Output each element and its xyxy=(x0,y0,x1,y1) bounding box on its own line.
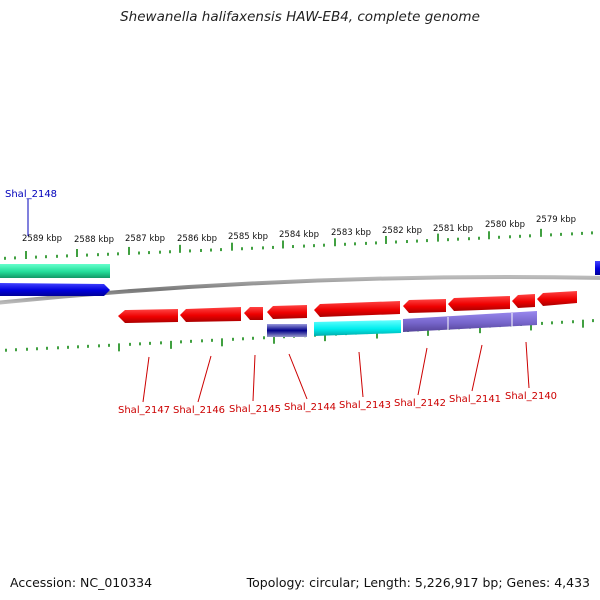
gene-shal-2147-arrow[interactable] xyxy=(118,309,178,323)
feature-purple-block xyxy=(403,311,537,332)
gene-label-shal-2147: Shal_2147 xyxy=(118,405,170,416)
scale-label: 2582 kbp xyxy=(382,226,422,236)
scale-label: 2589 kbp xyxy=(22,234,62,244)
scale-label: 2581 kbp xyxy=(433,224,473,234)
feature-teal-block xyxy=(0,264,110,278)
outer-scale-labels: 2589 kbp 2588 kbp 2587 kbp 2586 kbp 2585… xyxy=(22,215,576,245)
scale-label: 2588 kbp xyxy=(74,235,114,245)
gene-label-shal-2142: Shal_2142 xyxy=(394,398,446,409)
scale-label: 2579 kbp xyxy=(536,215,576,225)
forward-features xyxy=(0,261,600,296)
scale-label: 2586 kbp xyxy=(177,234,217,244)
gene-shal-2145-arrow[interactable] xyxy=(244,307,263,320)
scale-label: 2580 kbp xyxy=(485,220,525,230)
gene-label-shal-2146: Shal_2146 xyxy=(173,405,225,416)
gene-shal-2148-arrow[interactable] xyxy=(0,283,110,296)
gene-label-shal-2148: Shal_2148 xyxy=(5,189,57,200)
gene-shal-2143-arrow[interactable] xyxy=(314,301,400,317)
gene-shal-2141-arrow[interactable] xyxy=(448,296,510,311)
genome-summary-text: Topology: circular; Length: 5,226,917 bp… xyxy=(246,575,590,590)
feature-navy-block xyxy=(267,324,307,337)
reverse-gene-label-group: Shal_2147 Shal_2146 Shal_2145 Shal_2144 … xyxy=(118,341,557,416)
forward-gene-label-group: Shal_2148 xyxy=(5,189,57,236)
gene-shal-2146-arrow[interactable] xyxy=(180,307,241,322)
gene-shal-2142-arrow[interactable] xyxy=(403,299,446,313)
gene-label-shal-2141: Shal_2141 xyxy=(449,394,501,405)
reverse-features xyxy=(118,291,577,337)
accession-text: Accession: NC_010334 xyxy=(10,575,153,590)
gene-shal-2140-arrow[interactable] xyxy=(512,294,535,308)
scale-label: 2585 kbp xyxy=(228,232,268,242)
gene-extra-arrow[interactable] xyxy=(537,291,577,306)
outer-scale xyxy=(4,228,593,260)
feature-cyan-block xyxy=(314,320,401,336)
scale-label: 2583 kbp xyxy=(331,228,371,238)
feature-blue-edge-block xyxy=(595,261,600,275)
scale-label: 2587 kbp xyxy=(125,234,165,244)
gene-label-shal-2145: Shal_2145 xyxy=(229,404,281,415)
genome-title: Shewanella halifaxensis HAW-EB4, complet… xyxy=(120,9,480,25)
gene-label-shal-2143: Shal_2143 xyxy=(339,400,391,411)
gene-shal-2144-arrow[interactable] xyxy=(267,305,307,319)
gene-label-shal-2144: Shal_2144 xyxy=(284,402,336,413)
gene-label-shal-2140: Shal_2140 xyxy=(505,391,557,402)
scale-label: 2584 kbp xyxy=(279,230,319,240)
